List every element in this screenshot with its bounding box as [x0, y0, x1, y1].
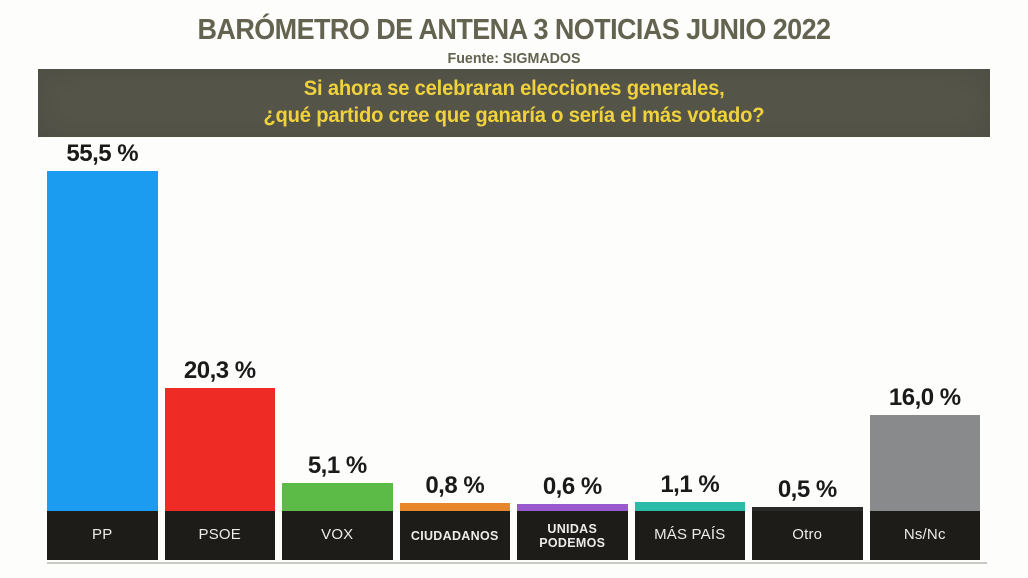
bar-category-label-box: Otro: [752, 511, 863, 560]
bar-category-label: Ns/Nc: [903, 526, 946, 544]
bar-value-label: 0,6 %: [542, 473, 602, 500]
bar-rect: [164, 388, 275, 511]
bar-value-label: 55,5 %: [66, 140, 139, 167]
bar-rect: [634, 502, 745, 511]
bar-column: 20,3 % PSOE: [164, 140, 275, 560]
bar-category-label-box: VOX: [282, 511, 393, 560]
bar-category-label: PSOE: [198, 526, 241, 544]
bar-column: 0,5 % Otro: [752, 140, 863, 560]
bar-value-label: 16,0 %: [888, 384, 961, 411]
bar-category-label: VOX: [321, 526, 354, 544]
question-band: Si ahora se celebraran elecciones genera…: [38, 69, 990, 137]
bar-zone: 55,5 %: [47, 140, 158, 511]
bar-category-label-box: UNIDAS PODEMOS: [517, 511, 628, 560]
bar-value-label: 20,3 %: [183, 357, 256, 384]
bar-value-label: 1,1 %: [660, 471, 720, 498]
bar-column: 55,5 % PP: [47, 140, 158, 560]
bar-category-label: PP: [92, 526, 113, 544]
bar-rect: [282, 483, 393, 511]
bar-category-label-box: PP: [47, 511, 158, 560]
bar-zone: 0,8 %: [399, 140, 510, 511]
bar-zone: 20,3 %: [164, 140, 275, 511]
bar-column: 16,0 % Ns/Nc: [869, 140, 980, 560]
source-line: Fuente: SIGMADOS: [447, 50, 581, 67]
question-line-2: ¿qué partido cree que ganaría o sería el…: [263, 104, 765, 127]
bar-zone: 16,0 %: [869, 140, 980, 511]
bar-category-label: CIUDADANOS: [410, 528, 499, 543]
bar-value-label: 0,8 %: [425, 472, 485, 499]
bar-category-label-box: MÁS PAÍS: [634, 511, 745, 560]
bar-category-label: UNIDAS PODEMOS: [539, 521, 606, 550]
bar-category-label-box: PSOE: [164, 511, 275, 560]
bar-zone: 5,1 %: [282, 140, 393, 511]
page-title: BARÓMETRO DE ANTENA 3 NOTICIAS JUNIO 202…: [197, 14, 831, 46]
bar-category-label-box: Ns/Nc: [869, 511, 980, 560]
bar-zone: 0,5 %: [752, 140, 863, 511]
bar-columns: 55,5 % PP 20,3 % PSOE 5,1 % VOX 0,8 % CIUDADANO…: [47, 140, 980, 560]
bar-column: 0,8 % CIUDADANOS: [399, 140, 510, 560]
bar-rect: [399, 503, 510, 511]
bar-category-label: Otro: [792, 526, 823, 544]
bar-rect: [869, 415, 980, 511]
question-line-1: Si ahora se celebraran elecciones genera…: [303, 77, 725, 101]
bar-rect: [517, 504, 628, 511]
bar-chart: 55,5 % PP 20,3 % PSOE 5,1 % VOX 0,8 % CIUDADANO…: [47, 140, 980, 563]
bar-column: 5,1 % VOX: [282, 140, 393, 560]
bar-category-label-box: CIUDADANOS: [399, 511, 510, 560]
bar-rect: [752, 507, 863, 511]
bar-column: 1,1 % MÁS PAÍS: [634, 140, 745, 560]
bar-value-label: 0,5 %: [777, 476, 837, 503]
bar-value-label: 5,1 %: [307, 452, 367, 479]
bar-zone: 0,6 %: [517, 140, 628, 511]
bar-column: 0,6 % UNIDAS PODEMOS: [517, 140, 628, 560]
bar-rect: [47, 171, 158, 511]
bar-category-label: MÁS PAÍS: [654, 526, 726, 544]
chart-baseline: [47, 562, 987, 564]
bar-zone: 1,1 %: [634, 140, 745, 511]
